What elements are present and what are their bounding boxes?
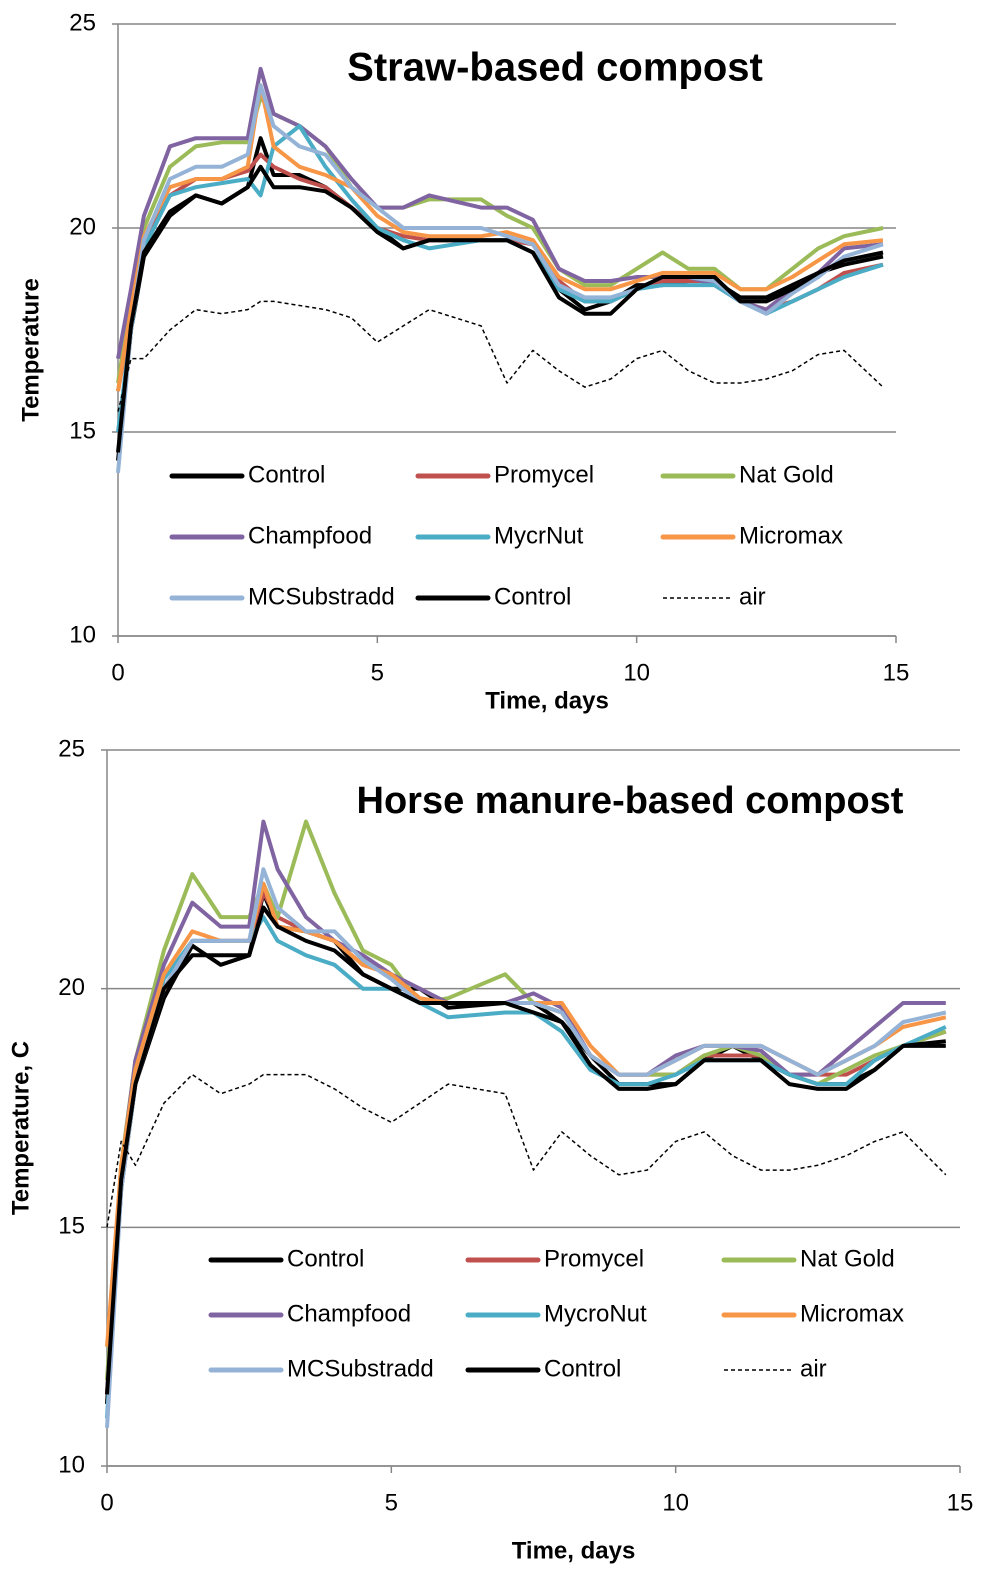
legend-label: air [800, 1355, 827, 1382]
legend-label: air [739, 583, 766, 610]
series-line [117, 300, 884, 412]
legend-label: Control [494, 583, 571, 610]
x-tick-label: 10 [662, 1489, 689, 1516]
y-axis-title: Temperature, C [7, 1041, 34, 1215]
series-line [105, 915, 947, 1419]
series-line [106, 1073, 947, 1228]
chart-panel: 10 15 20 25 0 5 10 15 Time, days Temperature Straw… [17, 9, 909, 714]
y-axis-title: Temperature [17, 278, 44, 422]
legend-label: Champfood [287, 1300, 411, 1327]
legend-label: Champfood [248, 522, 372, 549]
legend-label: Micromax [800, 1300, 904, 1327]
legend-label: Promycel [544, 1245, 644, 1272]
y-tick-label: 10 [58, 1451, 85, 1478]
x-tick-label: 15 [947, 1489, 974, 1516]
legend-label: MycrNut [494, 522, 584, 549]
legend-label: Promycel [494, 461, 594, 488]
series-line [116, 152, 884, 392]
series-line [105, 867, 947, 1428]
legend-label: MCSubstradd [248, 583, 395, 610]
y-tick-label: 20 [58, 974, 85, 1001]
x-tick-label: 5 [371, 659, 384, 686]
series-line [105, 819, 947, 1381]
x-tick-label: 0 [100, 1489, 113, 1516]
x-tick-label: 0 [111, 659, 124, 686]
y-tick-label: 25 [58, 735, 85, 762]
x-tick-label: 15 [883, 659, 910, 686]
chart-title: Horse manure-based compost [357, 780, 904, 822]
y-tick-label: 15 [69, 417, 96, 444]
legend-label: MycroNut [544, 1300, 647, 1327]
legend-label: Nat Gold [800, 1245, 895, 1272]
legend-label: Control [544, 1355, 621, 1382]
legend-label: Control [248, 461, 325, 488]
series-line [116, 164, 884, 453]
legend-label: Control [287, 1245, 364, 1272]
x-axis-title: Time, days [512, 1537, 636, 1564]
series-line [105, 881, 947, 1347]
y-tick-label: 15 [58, 1213, 85, 1240]
series-line [116, 83, 884, 392]
x-tick-label: 5 [385, 1489, 398, 1516]
x-tick-label: 10 [623, 659, 650, 686]
chart-panel: 10 15 20 25 0 5 10 15 Time, days Temperature, C Ho… [7, 735, 973, 1564]
legend-label: Nat Gold [739, 461, 834, 488]
legend-label: Micromax [739, 522, 843, 549]
legend-label: MCSubstradd [287, 1355, 434, 1382]
x-axis-title: Time, days [485, 687, 609, 714]
chart-title: Straw-based compost [347, 46, 763, 90]
y-tick-label: 10 [69, 621, 96, 648]
y-tick-label: 20 [69, 213, 96, 240]
y-tick-label: 25 [69, 9, 96, 36]
series-line [105, 905, 947, 1395]
